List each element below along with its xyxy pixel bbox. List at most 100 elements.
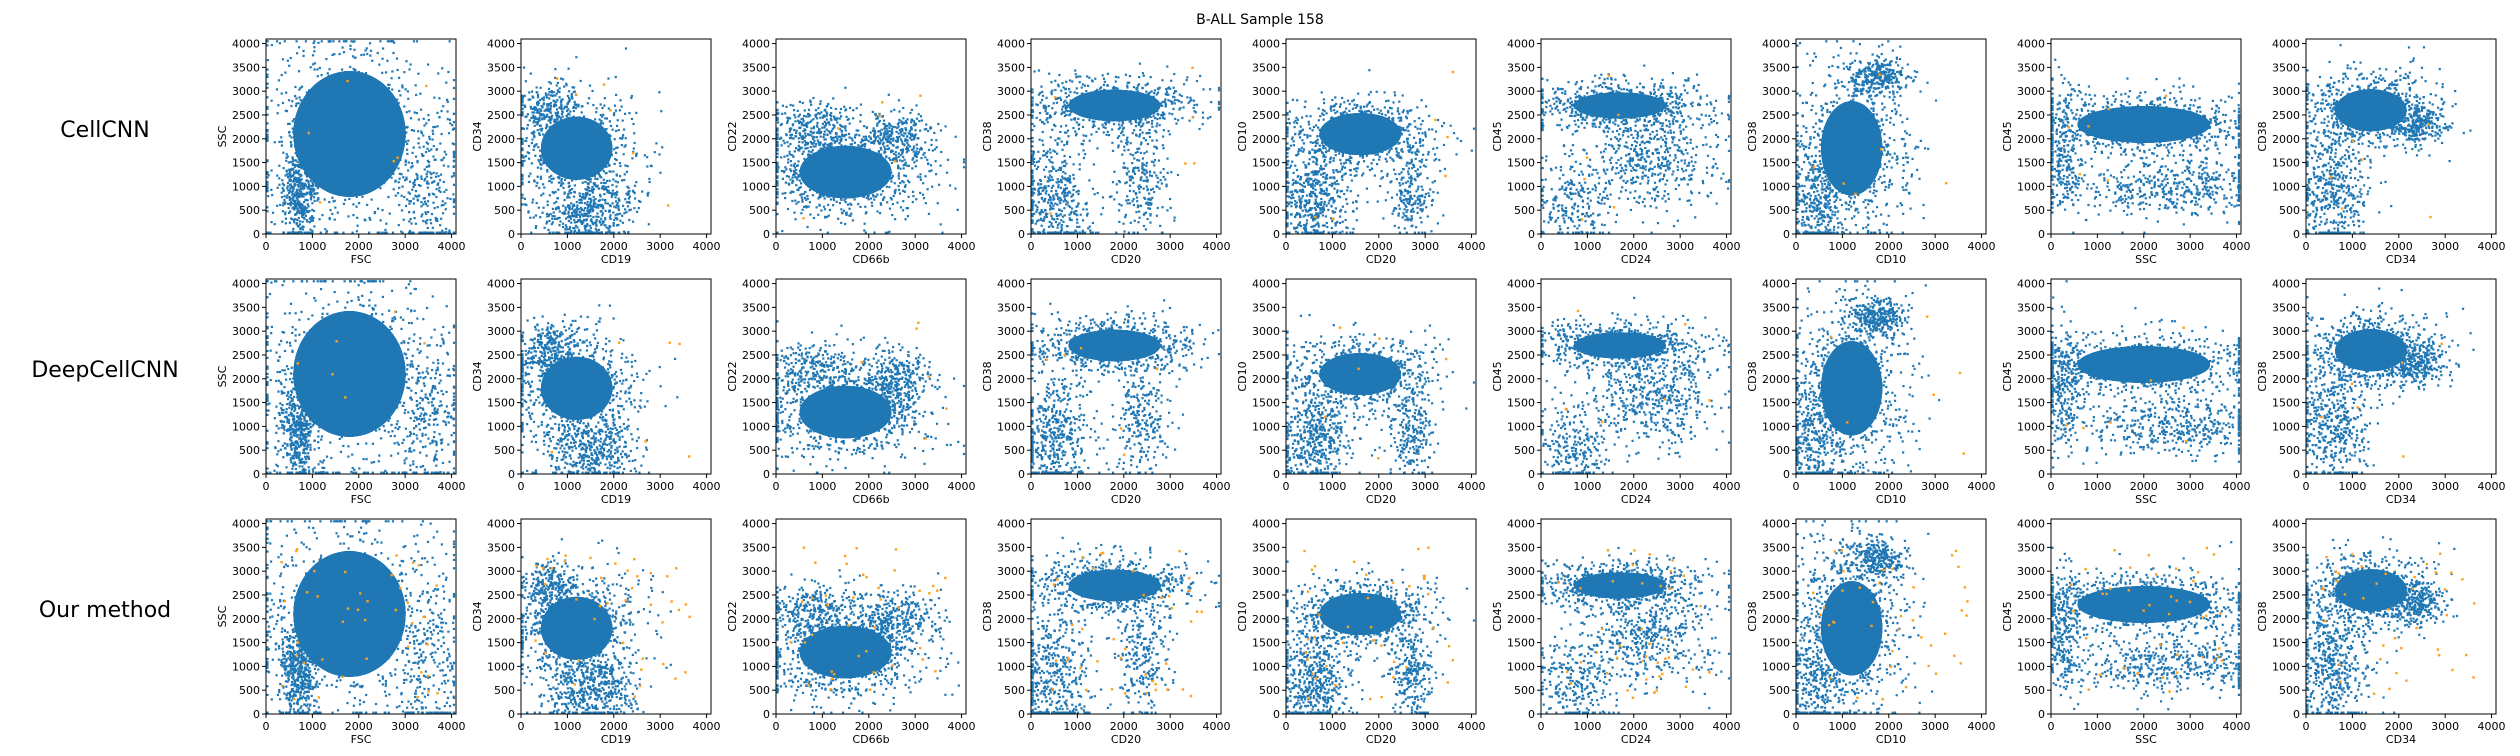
y-tick-label: 1500 xyxy=(742,157,770,170)
cell-point xyxy=(313,192,316,195)
y-axis-label: CD22 xyxy=(726,121,739,151)
cell-point xyxy=(566,109,569,113)
cell-point xyxy=(818,128,821,131)
cell-point xyxy=(1136,147,1139,151)
cell-point xyxy=(285,91,288,94)
cell-point xyxy=(595,219,598,222)
cell-point xyxy=(776,121,780,124)
cell-point xyxy=(1044,192,1047,195)
cell-point xyxy=(302,54,305,58)
cell-point xyxy=(809,133,812,136)
cell-point xyxy=(266,138,269,141)
cell-point xyxy=(920,156,923,160)
cell-point xyxy=(301,188,304,191)
cell-point xyxy=(796,119,800,122)
cell-point xyxy=(542,160,545,163)
cell-point xyxy=(266,113,269,116)
cell-point xyxy=(877,141,880,144)
cell-point xyxy=(601,214,604,217)
cell-point xyxy=(910,138,913,141)
cell-point xyxy=(399,94,402,97)
cell-point xyxy=(353,48,356,51)
cell-point xyxy=(1148,128,1151,132)
cell-point xyxy=(927,148,931,152)
cell-point xyxy=(562,186,565,190)
cell-point xyxy=(444,202,447,205)
cell-point xyxy=(923,128,926,131)
cell-point xyxy=(594,227,597,230)
cell-point xyxy=(1090,133,1093,136)
cell-point xyxy=(1037,93,1041,96)
cell-point xyxy=(599,193,602,196)
cell-point xyxy=(1054,124,1057,128)
cell-point xyxy=(543,109,546,112)
cell-point xyxy=(903,185,907,188)
cell-point xyxy=(874,114,877,117)
cell-point xyxy=(1217,89,1221,92)
cell-point xyxy=(580,196,584,199)
cell-point xyxy=(844,222,847,226)
cell-point xyxy=(1069,90,1072,94)
cell-point xyxy=(836,138,839,141)
cell-point xyxy=(434,125,437,129)
cell-point xyxy=(432,155,435,158)
cell-point xyxy=(1060,226,1063,229)
cell-point xyxy=(548,176,551,179)
cell-point xyxy=(1082,119,1085,122)
cell-point xyxy=(788,136,792,140)
cell-point xyxy=(294,152,297,155)
cell-point xyxy=(869,131,872,134)
cell-point xyxy=(426,200,430,203)
cell-point xyxy=(560,106,563,109)
cell-point xyxy=(608,210,611,213)
cell-point xyxy=(800,193,803,196)
cell-point xyxy=(292,219,296,222)
cell-point xyxy=(568,204,571,207)
cell-point xyxy=(826,133,829,137)
cell-point xyxy=(807,108,811,111)
cell-point xyxy=(289,168,293,172)
cell-point xyxy=(282,184,286,187)
cell-point xyxy=(887,135,891,138)
cell-point xyxy=(413,216,416,220)
cell-point xyxy=(600,210,603,213)
cell-point xyxy=(293,159,296,162)
cell-point xyxy=(581,231,584,234)
cell-point xyxy=(798,148,801,151)
cell-point xyxy=(425,175,428,178)
cell-point xyxy=(906,179,910,182)
cell-point xyxy=(267,174,270,177)
cell-point xyxy=(561,222,565,225)
cell-point xyxy=(521,138,524,141)
cell-point xyxy=(1108,121,1111,124)
cell-point xyxy=(412,40,416,43)
cell-point xyxy=(438,186,441,189)
cell-point xyxy=(408,110,411,113)
cell-point xyxy=(416,176,419,179)
cell-point xyxy=(285,169,288,172)
cell-point xyxy=(414,222,417,225)
cell-point xyxy=(818,132,821,135)
cell-point xyxy=(584,225,587,228)
cell-point xyxy=(1082,139,1085,142)
cell-point xyxy=(839,197,842,200)
cell-point xyxy=(527,180,531,184)
cell-point xyxy=(847,117,850,121)
cell-point xyxy=(523,104,526,107)
cell-point xyxy=(915,117,919,120)
cell-point xyxy=(876,210,879,213)
cell-point xyxy=(910,108,914,112)
cell-point xyxy=(446,100,449,103)
cell-point xyxy=(298,188,301,191)
cell-point xyxy=(886,129,889,132)
cell-point xyxy=(538,116,541,119)
cell-point xyxy=(572,203,575,206)
cell-point xyxy=(340,68,344,71)
cell-point xyxy=(364,71,368,75)
cell-point xyxy=(804,190,807,194)
cell-point xyxy=(1056,96,1060,100)
cell-point xyxy=(556,99,559,102)
cell-point xyxy=(299,99,302,102)
cell-point xyxy=(1076,92,1079,95)
cell-point xyxy=(855,107,858,110)
